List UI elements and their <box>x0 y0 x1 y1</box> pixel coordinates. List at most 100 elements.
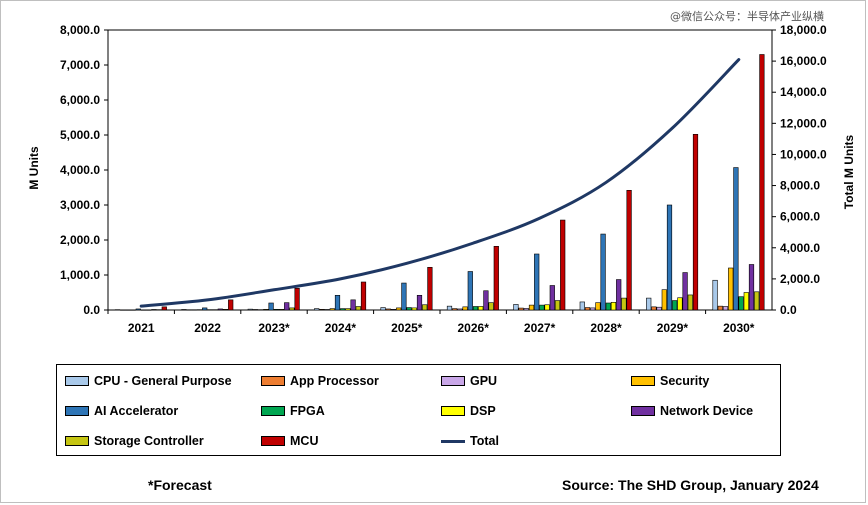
bar <box>600 233 606 311</box>
bar <box>722 306 729 311</box>
bar <box>284 302 290 311</box>
legend-label: FPGA <box>290 404 325 418</box>
x-tick-label: 2026* <box>458 321 490 335</box>
bar <box>754 291 760 311</box>
y-tick-label: 3,000.0 <box>60 198 100 212</box>
x-tick-label: 2029* <box>657 321 689 335</box>
bar <box>114 309 121 311</box>
legend-label: GPU <box>470 374 498 388</box>
bar <box>584 307 591 311</box>
bar <box>135 308 141 311</box>
bar <box>687 294 693 311</box>
legend-label: CPU - General Purpose <box>94 374 232 388</box>
bar <box>385 308 391 311</box>
y-tick-label: 1,000.0 <box>60 268 100 282</box>
bar <box>212 309 218 311</box>
bar <box>661 289 667 311</box>
bar <box>595 302 601 311</box>
x-tick-label: 2028* <box>590 321 622 335</box>
legend-swatch <box>261 436 285 446</box>
y-tick-label: 4,000.0 <box>60 163 100 177</box>
bar <box>717 305 723 311</box>
bar <box>350 299 356 311</box>
y-axis-title: M Units <box>27 146 41 190</box>
bar <box>677 297 683 311</box>
total-line <box>139 58 741 308</box>
legend-item: AI Accelerator <box>65 403 178 419</box>
bar <box>560 219 566 311</box>
bar <box>738 296 744 311</box>
x-tick-label: 2025* <box>391 321 423 335</box>
x-tick-label: 2021 <box>128 321 155 335</box>
bar <box>411 307 417 311</box>
bar <box>314 308 320 311</box>
forecast-note: *Forecast <box>148 477 212 493</box>
bar <box>488 302 494 311</box>
bar <box>656 306 662 311</box>
bar <box>513 304 519 311</box>
legend-item: Security <box>631 373 709 389</box>
legend-swatch <box>261 406 285 416</box>
bar <box>130 309 136 311</box>
x-tick-label: 2024* <box>325 321 357 335</box>
total-line-layer <box>139 58 741 308</box>
legend-item: GPU <box>441 373 497 389</box>
legend-label: Security <box>660 374 710 388</box>
legend-label: Storage Controller <box>94 434 204 448</box>
legend-swatch <box>441 406 465 416</box>
legend-swatch <box>261 376 285 386</box>
bar <box>390 308 397 311</box>
bar <box>340 308 346 311</box>
bar <box>263 308 269 311</box>
bar <box>518 307 524 311</box>
bar <box>759 54 765 311</box>
y-tick-label: 7,000.0 <box>60 58 100 72</box>
bar <box>156 309 162 311</box>
bar <box>401 282 407 311</box>
bar <box>523 308 529 311</box>
y2-tick-label: 8,000.0 <box>780 179 820 193</box>
legend-item: Total <box>441 433 499 449</box>
bar <box>616 279 622 311</box>
bar <box>186 309 192 311</box>
bar <box>252 309 259 311</box>
legend: CPU - General Purpose App Processor GPU Sec… <box>56 364 781 456</box>
bar <box>268 302 274 311</box>
bar <box>202 307 208 311</box>
y2-axis-title: Total M Units <box>842 134 856 209</box>
bar <box>457 308 463 311</box>
bar <box>196 309 203 311</box>
bar <box>626 190 632 311</box>
bar <box>728 267 734 311</box>
y2-tick-label: 0.0 <box>780 303 797 317</box>
bar <box>743 292 749 311</box>
bar <box>544 304 550 311</box>
watermark: @微信公众号：半导体产业纵横 <box>670 10 824 23</box>
legend-label: DSP <box>470 404 496 418</box>
bar <box>590 307 596 311</box>
bar <box>682 272 688 311</box>
bar <box>289 307 295 311</box>
plot-area <box>107 29 773 311</box>
bar <box>324 309 330 311</box>
bar <box>355 306 361 311</box>
legend-swatch <box>631 406 655 416</box>
bar <box>146 309 152 311</box>
bar <box>161 306 167 311</box>
legend-item: CPU - General Purpose <box>65 373 232 389</box>
x-tick-label: 2030* <box>723 321 755 335</box>
bar <box>396 307 402 311</box>
bar <box>446 305 453 311</box>
bar <box>422 304 428 311</box>
y-tick-label: 0.0 <box>83 303 100 317</box>
bar <box>483 290 489 311</box>
bar <box>621 297 627 311</box>
bar <box>672 300 678 311</box>
bar <box>478 306 484 311</box>
y2-tick-label: 16,000.0 <box>780 54 827 68</box>
legend-label: MCU <box>290 434 319 448</box>
bar <box>472 306 479 311</box>
bar <box>345 308 351 311</box>
legend-label: Network Device <box>660 404 754 418</box>
